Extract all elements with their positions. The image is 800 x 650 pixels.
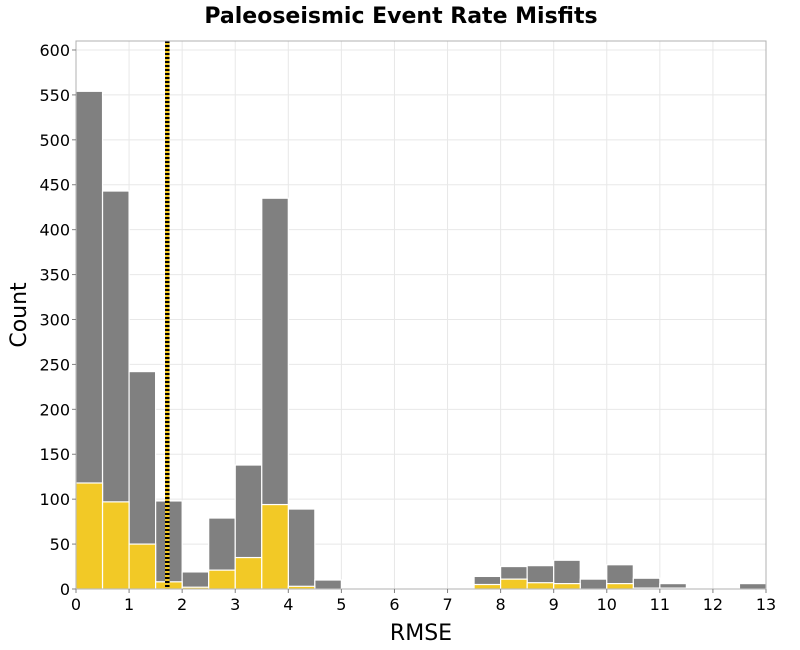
bar-subset <box>526 582 555 590</box>
bar-subset <box>261 503 289 590</box>
x-tick-label: 2 <box>177 595 187 614</box>
bar-total <box>314 579 342 590</box>
x-tick-label: 4 <box>283 595 293 614</box>
x-tick-label: 1 <box>124 595 134 614</box>
y-tick-label: 550 <box>39 86 70 105</box>
bar-total <box>632 577 661 590</box>
x-tick-label: 5 <box>336 595 346 614</box>
x-tick-label: 9 <box>549 595 559 614</box>
y-tick-label: 250 <box>39 355 70 374</box>
y-axis-ticks: 0 50 100 150 200 250 300 350 400 450 500 550 600 <box>39 41 76 599</box>
bar-subset <box>208 569 236 590</box>
bar-total <box>579 578 608 590</box>
x-tick-label: 10 <box>597 595 617 614</box>
x-tick-label: 3 <box>230 595 240 614</box>
x-tick-label: 7 <box>442 595 452 614</box>
y-tick-label: 50 <box>50 535 70 554</box>
x-tick-label: 12 <box>703 595 723 614</box>
y-tick-label: 500 <box>39 131 70 150</box>
y-tick-label: 100 <box>39 490 70 509</box>
y-axis-label: Count <box>7 282 32 348</box>
y-tick-label: 200 <box>39 400 70 419</box>
bar-total <box>738 583 767 590</box>
bar-total <box>181 571 210 590</box>
bar-subset <box>500 578 528 590</box>
chart-title: Paleoseismic Event Rate Misfits <box>204 4 597 29</box>
x-tick-label: 6 <box>389 595 399 614</box>
bar-subset <box>128 543 157 590</box>
bars <box>75 90 767 590</box>
x-axis-label: RMSE <box>390 621 452 646</box>
plot-frame <box>75 40 767 590</box>
bar-subset <box>473 583 502 590</box>
x-axis-ticks: 0 1 2 3 4 5 6 7 8 9 10 11 12 13 <box>71 589 776 614</box>
y-tick-label: 600 <box>39 41 70 60</box>
bar-total <box>287 508 316 590</box>
y-tick-label: 0 <box>60 580 70 599</box>
bar-subset <box>553 583 581 590</box>
y-tick-label: 350 <box>39 266 70 285</box>
bar-subset <box>234 556 263 590</box>
bar-subset <box>606 583 634 590</box>
x-tick-label: 11 <box>650 595 670 614</box>
x-tick-label: 0 <box>71 595 81 614</box>
y-tick-label: 450 <box>39 176 70 195</box>
y-tick-label: 150 <box>39 445 70 464</box>
x-tick-label: 8 <box>496 595 506 614</box>
y-tick-label: 300 <box>39 310 70 329</box>
x-tick-label: 13 <box>756 595 776 614</box>
y-tick-label: 400 <box>39 221 70 240</box>
bar-subset <box>75 482 104 590</box>
bar-subset <box>101 501 130 590</box>
